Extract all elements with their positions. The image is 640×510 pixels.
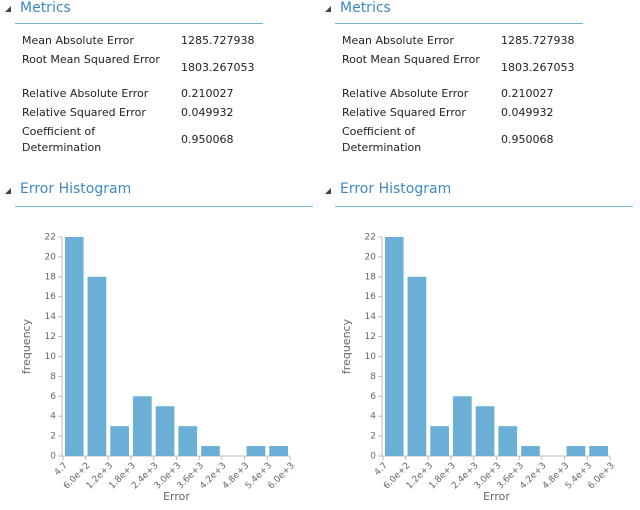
metric-label: Relative Absolute Error: [342, 87, 469, 100]
section-rule: [335, 206, 633, 207]
section-title: Metrics: [20, 0, 71, 16]
metric-label: Relative Squared Error: [22, 106, 146, 119]
panel: 0 2 4 6 8 10 12 14 16 18 20 22 4.7 6.0e+2 1.2e+3 1.8e+3…: [5, 0, 313, 503]
metric-label: Coefficient of Determination: [22, 125, 102, 154]
section-rule: [15, 23, 263, 24]
metric-label: Relative Squared Error: [342, 106, 466, 119]
bar: [385, 237, 404, 456]
y-axis-label: frequency: [20, 318, 33, 374]
bar: [407, 276, 427, 456]
y-tick-label: 18: [365, 272, 377, 282]
y-tick-label: 10: [45, 352, 57, 362]
bar: [110, 426, 129, 456]
collapse-icon: [5, 188, 11, 194]
y-tick-label: 14: [45, 312, 57, 322]
metric-value: 0.049932: [501, 106, 554, 119]
y-tick-label: 4: [50, 412, 56, 422]
y-tick-label: 12: [365, 332, 376, 342]
y-tick-label: 2: [50, 432, 56, 442]
metric-value: 1285.727938: [181, 34, 255, 47]
section-title: Error Histogram: [340, 181, 452, 197]
metric-value: 0.950068: [181, 133, 234, 146]
bar: [87, 276, 107, 456]
y-tick-label: 16: [365, 292, 377, 302]
x-tick-label: 4.7: [373, 461, 390, 478]
y-tick-label: 6: [370, 392, 376, 402]
y-tick-label: 14: [365, 312, 377, 322]
y-tick-label: 18: [45, 272, 57, 282]
section-title: Metrics: [340, 0, 391, 16]
metric-value: 0.210027: [501, 87, 554, 100]
bar: [65, 237, 84, 456]
section-rule: [15, 206, 313, 207]
y-tick-label: 10: [365, 352, 377, 362]
metric-value: 0.049932: [181, 106, 234, 119]
x-tick-label: 4.7: [53, 461, 70, 478]
y-axis-label: frequency: [340, 318, 353, 374]
metric-label: Mean Absolute Error: [22, 34, 134, 47]
panel-canvas: 02468101214161820224.76.0e+21.2e+31.8e+3…: [325, 6, 617, 503]
bar: [178, 426, 198, 456]
metric-label: Coefficient of Determination: [342, 125, 422, 154]
y-tick-label: 16: [45, 292, 57, 302]
y-tick-label: 2: [370, 432, 376, 442]
x-axis-label: Error: [163, 490, 190, 503]
metric-label: Relative Absolute Error: [22, 87, 149, 100]
bar: [430, 426, 449, 456]
y-tick-label: 8: [50, 372, 56, 382]
y-tick-label: 0: [50, 452, 56, 462]
y-tick-label: 6: [50, 392, 56, 402]
y-tick-label: 8: [370, 372, 376, 382]
bar: [498, 426, 518, 456]
y-tick-label: 20: [365, 252, 377, 262]
metric-value: 1803.267053: [501, 61, 575, 74]
panel-canvas: 02468101214161820224.76.0e+21.2e+31.8e+3…: [5, 6, 297, 503]
metric-label: Root Mean Squared Error: [22, 53, 160, 66]
x-axis-label: Error: [483, 490, 510, 503]
metric-label: Mean Absolute Error: [342, 34, 454, 47]
bar: [452, 396, 472, 456]
bar: [269, 446, 288, 456]
bar: [589, 446, 608, 456]
metric-value: 1285.727938: [501, 34, 575, 47]
bar: [566, 446, 586, 456]
y-tick-label: 22: [45, 233, 56, 243]
collapse-icon: [325, 188, 331, 194]
collapse-icon: [5, 6, 11, 12]
y-tick-label: 20: [45, 252, 57, 262]
y-tick-label: 12: [45, 332, 56, 342]
bar: [475, 406, 495, 456]
bar: [201, 446, 220, 456]
bar: [521, 446, 540, 456]
y-tick-label: 22: [365, 233, 376, 243]
bar: [132, 396, 152, 456]
bar: [155, 406, 175, 456]
y-tick-label: 0: [370, 452, 376, 462]
metric-value: 0.210027: [181, 87, 234, 100]
section-rule: [335, 23, 583, 24]
metric-value: 1803.267053: [181, 61, 255, 74]
bar: [246, 446, 266, 456]
panel: 0 2 4 6 8 10 12 14 16 18 20 22 4.7 6.0e+2 1.2e+3 1.8e+3…: [320, 0, 640, 510]
y-tick-label: 4: [370, 412, 376, 422]
collapse-icon: [325, 6, 331, 12]
metric-value: 0.950068: [501, 133, 554, 146]
section-title: Error Histogram: [20, 181, 132, 197]
metric-label: Root Mean Squared Error: [342, 53, 480, 66]
